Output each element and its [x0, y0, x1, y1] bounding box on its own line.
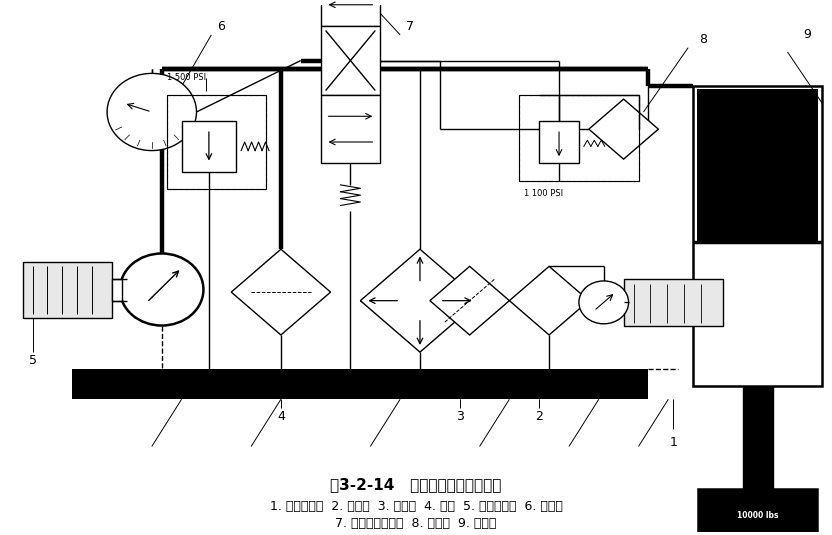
Bar [112, 279, 122, 301]
Text: 图3-2-14   液压系统基本组成示意: 图3-2-14 液压系统基本组成示意 [330, 478, 502, 493]
Text: 6: 6 [217, 20, 225, 33]
Text: 9: 9 [804, 28, 811, 41]
Text: 8: 8 [699, 33, 707, 45]
Text: 7. 三位四通方向阀  8. 单向阀  9. 液压缸: 7. 三位四通方向阀 8. 单向阀 9. 液压缸 [335, 517, 497, 530]
Bar [72, 369, 648, 399]
Text: 2: 2 [535, 410, 543, 423]
Text: 1. 叶片泵电机  2. 过滤器  3. 冷却器  4. 油箱  5. 叶片泵电机  6. 压力表: 1. 叶片泵电机 2. 过滤器 3. 冷却器 4. 油箱 5. 叶片泵电机 6.… [270, 500, 562, 513]
Bar [320, 0, 380, 26]
Text: 7: 7 [406, 20, 414, 33]
Circle shape [107, 73, 196, 150]
Bar [320, 26, 380, 95]
Text: 1: 1 [669, 435, 677, 449]
Bar [697, 89, 819, 242]
Bar [698, 490, 817, 535]
Bar [539, 120, 579, 163]
Circle shape [120, 254, 204, 325]
Polygon shape [430, 266, 509, 335]
Polygon shape [589, 99, 658, 159]
Bar [743, 386, 773, 490]
Bar [166, 95, 266, 189]
Text: 1 100 PSI: 1 100 PSI [524, 189, 563, 198]
Text: 4: 4 [277, 410, 285, 423]
Text: 10000 lbs: 10000 lbs [737, 510, 779, 519]
Text: 5: 5 [28, 354, 37, 367]
Circle shape [579, 281, 628, 324]
Polygon shape [360, 249, 479, 352]
Text: 1 500 PSI: 1 500 PSI [166, 73, 206, 82]
Bar [519, 95, 638, 181]
Bar [181, 120, 236, 172]
Bar [22, 262, 112, 318]
Bar [693, 86, 822, 386]
Bar [320, 95, 380, 163]
Bar [624, 279, 723, 326]
Polygon shape [231, 249, 330, 335]
Text: 3: 3 [456, 410, 463, 423]
Polygon shape [509, 266, 589, 335]
